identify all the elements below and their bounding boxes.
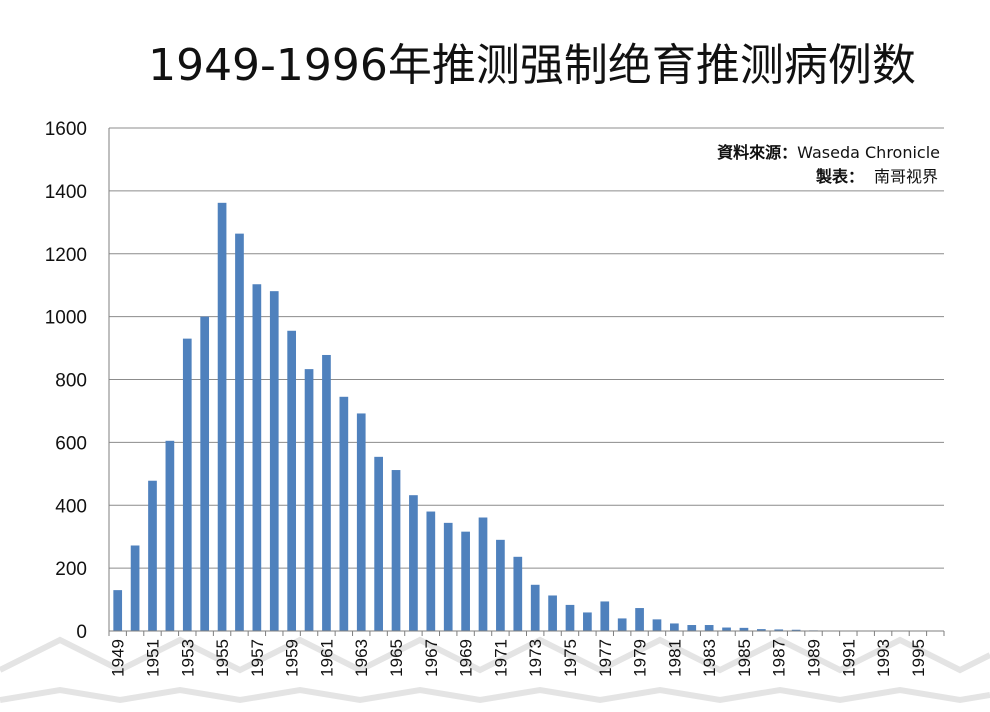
chart-title: 1949-1996年推测强制绝育推测病例数 (148, 40, 916, 91)
y-tick-label: 1400 (45, 182, 87, 203)
watermark-pattern (0, 636, 990, 704)
x-tick-label: 1963 (352, 639, 371, 677)
bar-1977 (600, 601, 610, 631)
bar-1967 (426, 511, 436, 631)
bar-1973 (530, 584, 540, 631)
x-tick-label: 1961 (317, 639, 336, 677)
bar-1959 (287, 330, 297, 631)
bar-1968 (443, 522, 453, 631)
x-tick-label: 1975 (561, 639, 580, 677)
bar-1971 (496, 539, 505, 631)
source-note: 資料來源：Waseda Chronicle 製表： 南哥视界 (717, 143, 940, 186)
svg-text:資料來源：Waseda Chronicle: 資料來源：Waseda Chronicle (717, 143, 940, 162)
bar-1963 (356, 413, 366, 631)
bar-1956 (235, 233, 244, 631)
y-tick-label: 1000 (45, 308, 87, 329)
x-tick-label: 1987 (770, 639, 789, 677)
bar-1976 (583, 612, 592, 631)
bar-1957 (252, 284, 262, 631)
x-tick-label: 1993 (874, 639, 893, 677)
y-tick-label: 1200 (45, 245, 87, 266)
x-tick-label: 1989 (805, 639, 824, 677)
x-tick-label: 1955 (213, 639, 232, 677)
grid-lines (109, 127, 944, 569)
bar-1949 (113, 590, 123, 631)
bar-1969 (461, 531, 470, 631)
x-tick-label: 1959 (283, 639, 302, 677)
svg-text:製表：南哥视界: 製表： 南哥视界 (815, 167, 938, 186)
bar-1960 (304, 369, 314, 631)
x-tick-label: 1977 (596, 639, 615, 677)
bar-1953 (182, 338, 192, 631)
y-tick-label: 1600 (45, 119, 87, 140)
bar-1979 (635, 608, 644, 631)
bar-1980 (652, 619, 662, 631)
y-tick-label: 800 (55, 371, 87, 392)
bar-1985 (739, 627, 749, 631)
bar-1950 (130, 545, 140, 631)
bar-1974 (548, 595, 557, 631)
bar-1972 (513, 556, 523, 631)
x-tick-label: 1951 (143, 639, 162, 677)
bar-1975 (565, 604, 575, 631)
x-tick-label: 1967 (422, 639, 441, 677)
bar-1961 (322, 354, 331, 631)
bar-1978 (617, 618, 627, 631)
x-tick-label: 1953 (178, 639, 197, 677)
source-value: Waseda Chronicle (797, 143, 940, 162)
x-tick-label: 1969 (457, 639, 476, 677)
bar-1983 (704, 625, 714, 631)
x-tick-label: 1985 (735, 639, 754, 677)
bar-1965 (391, 470, 401, 631)
bar-1988 (791, 629, 801, 631)
x-tick-label: 1981 (665, 639, 684, 677)
x-tick-label: 1949 (109, 639, 128, 677)
bar-1958 (269, 291, 279, 631)
bar-1981 (670, 623, 679, 631)
x-tick-label: 1971 (491, 639, 510, 677)
x-axis-ticks: 1949 1951 1953 1955 1957 1959 1961 1963 1965 1967… (108, 631, 945, 677)
x-tick-label: 1983 (700, 639, 719, 677)
bar-series (113, 202, 871, 632)
y-axis-ticks: 0 200 400 600 800 1000 1200 1400 1600 (45, 119, 87, 643)
maker-value: 南哥视界 (874, 167, 938, 186)
bar-1955 (217, 202, 227, 632)
x-tick-label: 1957 (248, 639, 267, 677)
y-tick-label: 200 (55, 559, 87, 580)
bar-1952 (165, 440, 175, 631)
bar-1984 (722, 627, 731, 631)
bar-1964 (374, 456, 383, 631)
source-label: 資料來源： (717, 143, 797, 162)
bar-1962 (339, 396, 349, 631)
bar-1970 (478, 517, 488, 631)
bar-1987 (774, 629, 784, 631)
y-tick-label: 400 (55, 496, 87, 517)
x-tick-label: 1991 (839, 639, 858, 677)
bar-1986 (756, 629, 766, 631)
x-tick-label: 1973 (526, 639, 545, 677)
bar-1966 (409, 495, 418, 631)
bar-1954 (200, 316, 210, 631)
y-tick-label: 600 (55, 433, 87, 454)
y-tick-label: 0 (76, 622, 87, 643)
x-tick-label: 1979 (631, 639, 650, 677)
x-tick-label: 1965 (387, 639, 406, 677)
bar-1951 (148, 480, 157, 631)
bar-1982 (687, 625, 697, 631)
x-tick-label: 1995 (909, 639, 928, 677)
maker-label: 製表： (815, 167, 864, 186)
